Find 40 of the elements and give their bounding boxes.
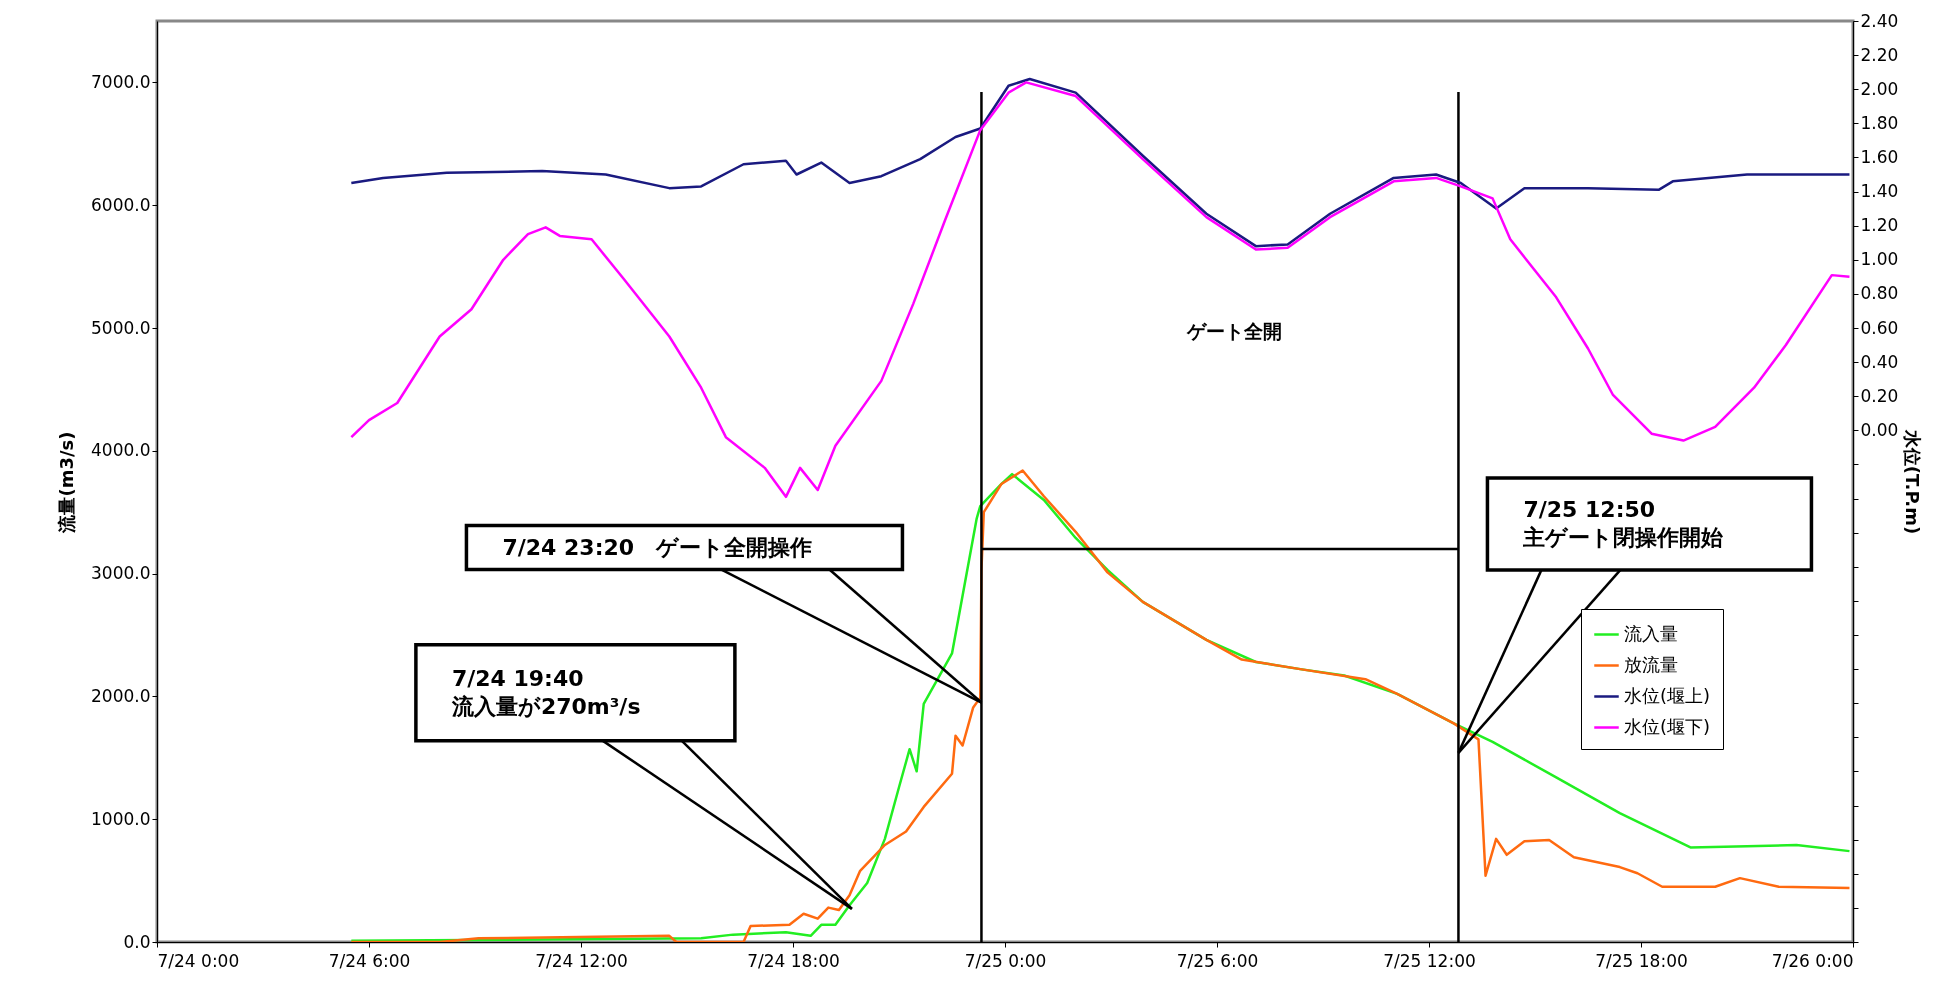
x-tick-label: 7/24 6:00 [328, 950, 411, 971]
y2-tick-label: 1.20 [1860, 215, 1899, 236]
y2-tick-label: 1.80 [1860, 112, 1899, 133]
legend-label: 放流量 [1624, 653, 1678, 675]
y2-tick-label: 0.20 [1860, 385, 1899, 406]
x-tick-label: 7/25 12:00 [1383, 950, 1476, 971]
annotation: 7/24 23:20 ゲート全開操作 [502, 534, 813, 560]
y-tick-label: 1000.0 [91, 808, 151, 829]
y2-tick-label: 2.00 [1860, 78, 1899, 99]
x-tick-label: 7/26 0:00 [1771, 950, 1854, 971]
y-tick-label: 7000.0 [91, 71, 151, 92]
y-tick-label: 5000.0 [91, 317, 151, 338]
y-tick-label: 6000.0 [91, 194, 151, 215]
annotation: 7/24 19:40 流入量が270m³/s [450, 665, 641, 719]
y-tick-label: 4000.0 [91, 440, 151, 461]
y2-axis-title: 水位(T.P.m) [1902, 428, 1924, 535]
x-tick-label: 7/25 6:00 [1176, 950, 1259, 971]
y2-tick-label: 2.40 [1860, 10, 1899, 31]
x-tick-label: 7/24 18:00 [747, 950, 840, 971]
y2-tick-label: 1.40 [1860, 181, 1899, 202]
x-tick-label: 7/24 12:00 [535, 950, 628, 971]
legend-label: 流入量 [1624, 622, 1678, 644]
y2-tick-label: 0.40 [1860, 351, 1899, 372]
y-tick-label: 2000.0 [91, 685, 151, 706]
x-tick-label: 7/25 0:00 [964, 950, 1047, 971]
legend-label: 水位(堰上) [1624, 684, 1711, 706]
y-tick-label: 3000.0 [91, 563, 151, 584]
y-axis-title: 流量(m3/s) [56, 431, 78, 534]
y2-tick-label: 2.20 [1860, 44, 1899, 65]
y2-tick-label: 1.00 [1860, 249, 1899, 270]
y2-tick-label: 0.60 [1860, 317, 1899, 338]
y-tick-label: 0.0 [123, 931, 151, 952]
legend-label: 水位(堰下) [1624, 715, 1711, 737]
y2-tick-label: 0.00 [1860, 419, 1899, 440]
annotation: ゲート全開 [1185, 320, 1282, 342]
y2-tick-label: 1.60 [1860, 146, 1899, 167]
annotation: 7/25 12:50 主ゲート閉操作開始 [1522, 496, 1724, 550]
y2-tick-label: 0.80 [1860, 283, 1899, 304]
x-tick-label: 7/25 18:00 [1595, 950, 1688, 971]
x-tick-label: 7/24 0:00 [157, 950, 240, 971]
